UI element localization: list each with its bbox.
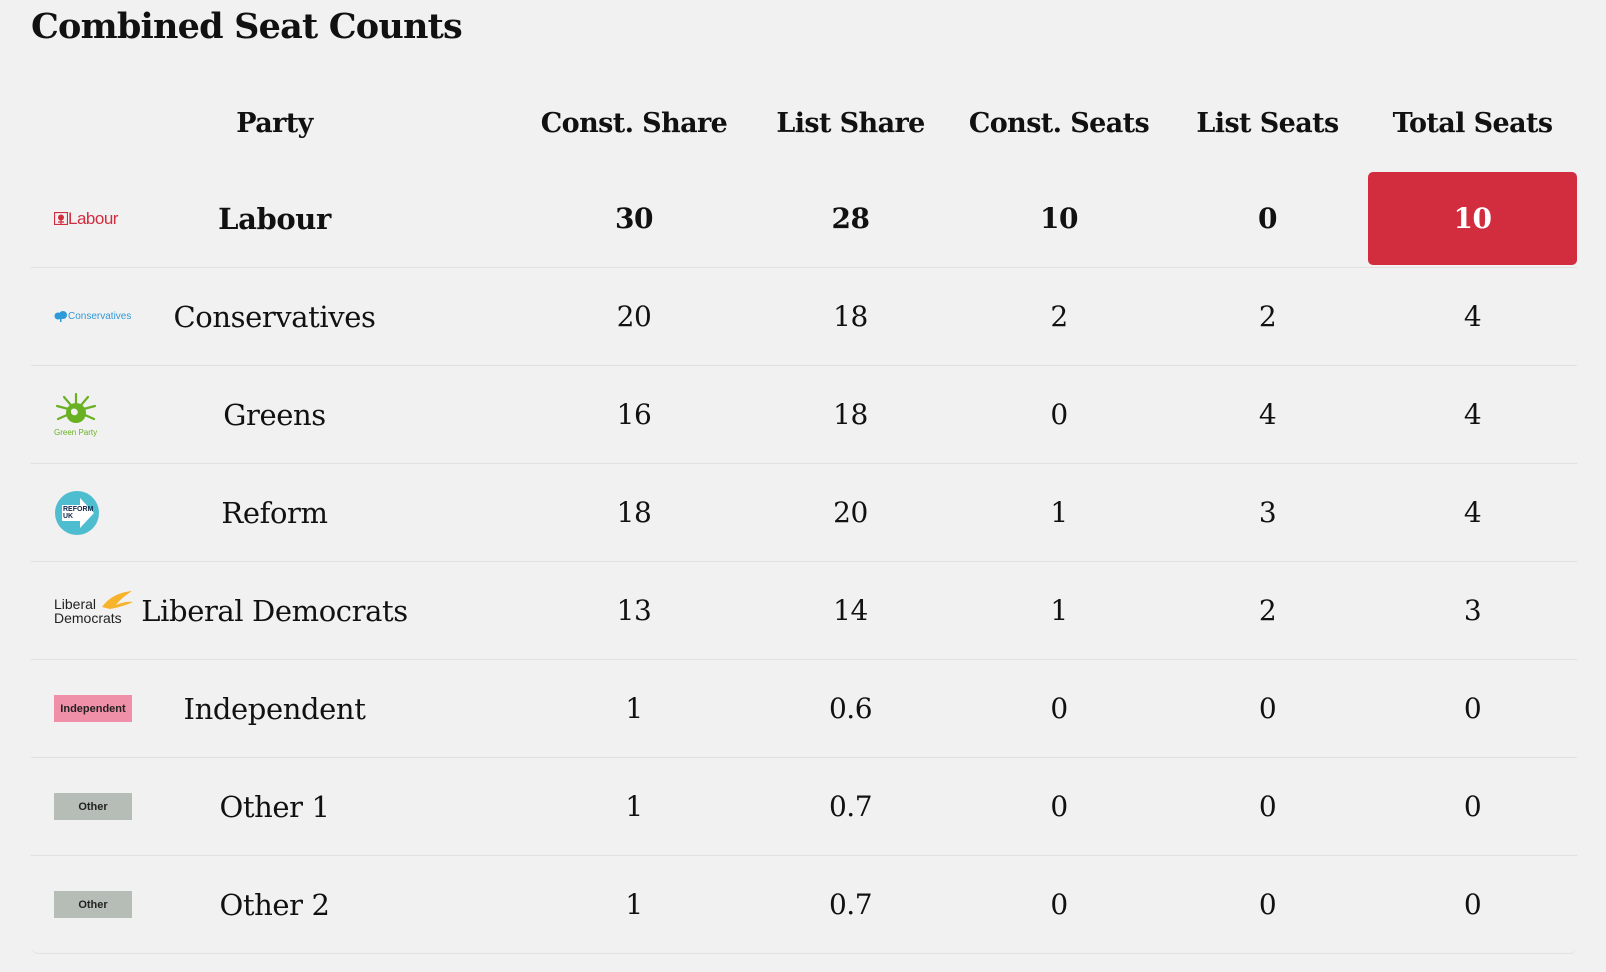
party-name: Reform (221, 495, 328, 530)
conservatives-logo: Conservatives (54, 293, 136, 341)
list-seats-value: 0 (1258, 790, 1277, 823)
total-seats-value: 0 (1463, 888, 1482, 921)
total-seats-value: 0 (1463, 692, 1482, 725)
party-cell: Green Party Greens (31, 366, 518, 463)
const-seats-value: 0 (1050, 790, 1068, 823)
green-earth-icon (55, 392, 97, 423)
header-total-seats[interactable]: Total Seats (1392, 107, 1553, 139)
header-list-seats[interactable]: List Seats (1196, 107, 1339, 139)
const-share-value: 1 (625, 888, 643, 921)
total-seats-value: 0 (1463, 790, 1482, 823)
table-row: Other Other 2 1 0.7 0 0 0 (31, 856, 1577, 953)
const-share-value: 1 (625, 790, 643, 823)
total-seats-value-highlight: 10 (1368, 172, 1577, 265)
libdem-logo: Liberal Democrats (54, 587, 136, 635)
labour-logo: Labour (54, 195, 136, 243)
header-const-share[interactable]: Const. Share (540, 107, 728, 139)
const-share-value: 30 (615, 202, 653, 235)
const-seats-value: 1 (1050, 496, 1068, 529)
const-seats-value: 10 (1040, 202, 1078, 235)
party-name: Conservatives (173, 299, 376, 334)
table-row: Labour Labour 30 28 10 0 10 (31, 170, 1577, 268)
other-logo: Other (54, 881, 136, 929)
const-seats-value: 1 (1050, 594, 1068, 627)
party-cell: REFORM UK Reform (31, 464, 518, 561)
const-share-value: 13 (616, 594, 652, 627)
total-seats-value: 4 (1463, 496, 1482, 529)
table-row: REFORM UK Reform 18 20 1 3 4 (31, 464, 1577, 562)
party-name: Independent (183, 691, 366, 726)
const-share-value: 16 (616, 398, 652, 431)
page-title: Combined Seat Counts (31, 6, 463, 47)
party-name: Other 1 (219, 789, 330, 824)
table-row: Liberal Democrats Liberal Democrats 13 1… (31, 562, 1577, 660)
const-seats-value: 0 (1050, 692, 1068, 725)
list-seats-value: 4 (1258, 398, 1277, 431)
other-logo: Other (54, 783, 136, 831)
list-seats-value: 0 (1258, 692, 1277, 725)
list-share-value: 28 (831, 202, 870, 235)
seat-table: Party Const. Share List Share Const. Sea… (31, 76, 1577, 954)
party-cell: Other Other 2 (31, 856, 518, 953)
const-seats-value: 2 (1050, 300, 1068, 333)
list-share-value: 14 (833, 594, 868, 627)
party-name: Labour (218, 201, 331, 236)
total-seats-value: 4 (1463, 398, 1482, 431)
table-row: Independent Independent 1 0.6 0 0 0 (31, 660, 1577, 758)
party-name: Other 2 (219, 887, 330, 922)
list-seats-value: 2 (1258, 300, 1277, 333)
list-seats-value: 2 (1258, 594, 1277, 627)
rose-icon (54, 212, 68, 225)
list-share-value: 0.7 (828, 888, 873, 921)
const-share-value: 1 (625, 692, 643, 725)
const-share-value: 20 (616, 300, 652, 333)
bird-icon (102, 590, 133, 609)
list-seats-value: 0 (1258, 202, 1277, 235)
list-share-value: 20 (833, 496, 868, 529)
header-const-seats[interactable]: Const. Seats (968, 107, 1150, 139)
list-seats-value: 3 (1258, 496, 1277, 529)
reform-logo: REFORM UK (54, 489, 136, 537)
const-share-value: 18 (616, 496, 652, 529)
header-list-share[interactable]: List Share (776, 107, 925, 139)
party-cell: Other Other 1 (31, 758, 518, 855)
const-seats-value: 0 (1050, 398, 1068, 431)
list-seats-value: 0 (1258, 888, 1277, 921)
party-name: Liberal Democrats (141, 593, 408, 628)
party-cell: Independent Independent (31, 660, 518, 757)
list-share-value: 0.6 (828, 692, 873, 725)
party-name: Greens (223, 397, 326, 432)
const-seats-value: 0 (1050, 888, 1068, 921)
table-header: Party Const. Share List Share Const. Sea… (31, 76, 1577, 170)
table-row: Other Other 1 1 0.7 0 0 0 (31, 758, 1577, 856)
total-seats-value: 4 (1463, 300, 1482, 333)
reform-arrow-icon (55, 490, 99, 535)
table-row: Green Party Greens 16 18 0 4 4 (31, 366, 1577, 464)
independent-logo: Independent (54, 685, 136, 733)
party-cell: Conservatives Conservatives (31, 268, 518, 365)
greens-logo: Green Party (54, 391, 136, 439)
table-row: Conservatives Conservatives 20 18 2 2 4 (31, 268, 1577, 366)
list-share-value: 18 (833, 300, 868, 333)
header-party[interactable]: Party (236, 107, 313, 139)
list-share-value: 0.7 (828, 790, 873, 823)
party-cell: Labour Labour (31, 170, 518, 267)
tree-icon (54, 311, 67, 322)
total-seats-value: 3 (1463, 594, 1482, 627)
list-share-value: 18 (833, 398, 868, 431)
party-cell: Liberal Democrats Liberal Democrats (31, 562, 518, 659)
